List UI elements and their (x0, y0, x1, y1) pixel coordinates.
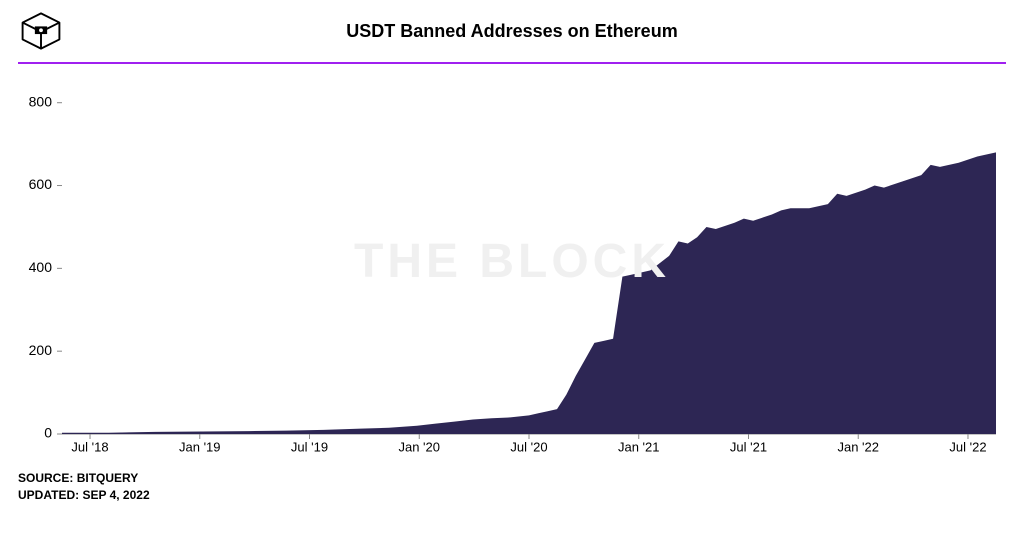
accent-divider (18, 62, 1006, 64)
svg-text:Jul '21: Jul '21 (730, 440, 767, 455)
svg-text:Jul '20: Jul '20 (510, 440, 547, 455)
theblock-logo-icon (18, 10, 64, 52)
chart-footer: SOURCE: BITQUERY UPDATED: SEP 4, 2022 (0, 462, 1024, 504)
svg-text:Jan '20: Jan '20 (398, 440, 440, 455)
area-chart-svg: 0 200 400 600 800 Jul '18 Jan '19 Jul '19 Jan '2… (18, 72, 1006, 462)
svg-text:Jan '19: Jan '19 (179, 440, 221, 455)
updated-line: UPDATED: SEP 4, 2022 (18, 487, 1006, 504)
svg-text:Jul '19: Jul '19 (291, 440, 328, 455)
chart-header: USDT Banned Addresses on Ethereum (0, 0, 1024, 58)
svg-text:Jan '22: Jan '22 (837, 440, 879, 455)
source-value: BITQUERY (77, 471, 139, 485)
updated-label: UPDATED: (18, 488, 79, 502)
chart-plot-area: THE BLOCK 0200400600800Jul '18Jan '19Jul… (18, 72, 1006, 462)
svg-text:400: 400 (29, 259, 53, 275)
svg-text:Jul '18: Jul '18 (71, 440, 108, 455)
svg-text:Jul '22: Jul '22 (949, 440, 986, 455)
chart-title: USDT Banned Addresses on Ethereum (64, 21, 960, 42)
updated-value: SEP 4, 2022 (82, 488, 149, 502)
svg-text:Jan '21: Jan '21 (618, 440, 660, 455)
svg-text:800: 800 (29, 93, 53, 109)
svg-text:600: 600 (29, 176, 53, 192)
svg-text:200: 200 (29, 342, 53, 358)
source-line: SOURCE: BITQUERY (18, 470, 1006, 487)
svg-text:0: 0 (44, 425, 52, 441)
source-label: SOURCE: (18, 471, 73, 485)
